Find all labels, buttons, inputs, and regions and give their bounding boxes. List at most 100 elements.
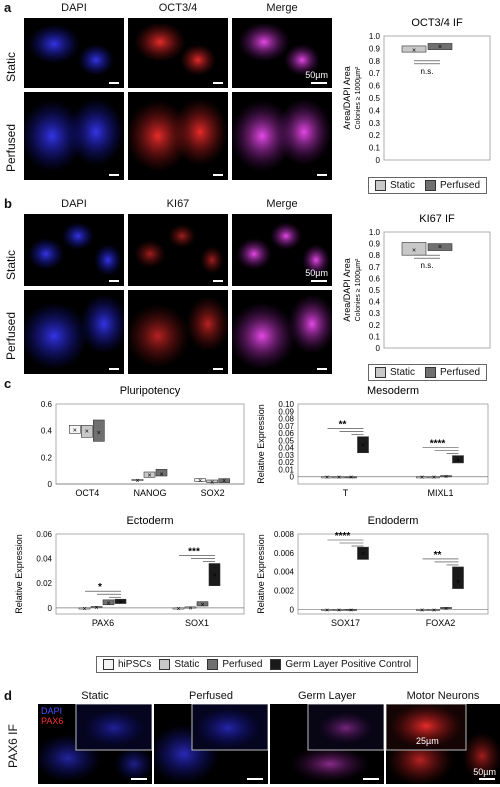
scale-bar: [109, 174, 119, 176]
x-tick-label: NANOG: [133, 488, 166, 498]
micrograph-a-static-merge: 50µm: [232, 18, 332, 88]
mean-marker: ×: [147, 473, 151, 480]
mean-marker: ×: [106, 600, 110, 607]
mean-marker: ×: [412, 247, 416, 254]
mean-marker: ×: [412, 48, 416, 55]
box-static: [184, 606, 197, 609]
mean-marker: ×: [85, 429, 89, 436]
panel-b-col-dapi: DAPI: [61, 198, 87, 210]
channel-label-pax6: PAX6: [41, 716, 64, 726]
y-tick-label: 0.006: [274, 549, 295, 558]
y-tick-label: 0: [48, 480, 53, 489]
y-axis-label: Relative Expression: [14, 534, 24, 614]
chart-title: Pluripotency: [120, 385, 181, 397]
legend-swatch-static: [375, 180, 386, 191]
box-static: [428, 476, 440, 479]
mean-marker: ×: [135, 478, 139, 485]
y-tick-label: 0.05: [278, 436, 294, 445]
box-perfused: [440, 607, 452, 609]
panel-b-col-merge: Merge: [266, 198, 298, 210]
significance-stars: ****: [430, 439, 446, 450]
x-tick-label: PAX6: [92, 618, 114, 628]
scale-bar: [213, 174, 223, 176]
box-perfused: [345, 608, 357, 611]
panel-d-col-static: Static: [81, 690, 109, 702]
panel-a-col-oct: OCT3/4: [158, 2, 198, 14]
mean-marker: ×: [349, 607, 353, 614]
plot-frame: [297, 533, 489, 615]
panel-a-col-merge: Merge: [266, 2, 298, 14]
legend-swatch-perfused: [425, 180, 437, 191]
y-tick-label: 0.4: [369, 106, 381, 115]
panel-a-letter: a: [4, 0, 12, 15]
mean-marker: ×: [82, 606, 86, 613]
box-perfused: [440, 475, 452, 478]
y-tick-label: 0.002: [274, 586, 295, 595]
box-perfused: [427, 43, 453, 50]
box-germ-layer-positive-control: [452, 455, 464, 464]
mean-marker: ×: [337, 475, 341, 482]
channel-label-dapi: DAPI: [41, 706, 63, 716]
box-static: [143, 471, 156, 478]
significance-label: n.s.: [421, 67, 434, 76]
y-tick-label: 0.9: [369, 240, 381, 249]
box-germ-layer-positive-control: [357, 546, 369, 560]
legend-c: hiPSCs Static Perfused Germ Layer Positi…: [96, 656, 419, 673]
y-tick-label: 0: [376, 344, 381, 353]
box-perfused: [155, 469, 168, 477]
micrograph-a-perfused-dapi: [24, 92, 124, 180]
micrograph-a-perfused-merge: [232, 92, 332, 180]
y-tick-label: 1.0: [369, 228, 381, 237]
scale-bar: [363, 778, 379, 780]
box-perfused: [218, 478, 230, 483]
box-perfused: [196, 601, 209, 607]
y-tick-label: 0.004: [274, 568, 295, 577]
y-tick-label: 0.2: [369, 321, 381, 330]
panel-d-row-label: PAX6 IF: [6, 724, 20, 768]
y-tick-label: 0.02: [36, 579, 52, 588]
plot-frame: [383, 35, 491, 161]
y-tick-label: 0.2: [369, 131, 381, 140]
chart-oct34-if: OCT3/4 IF 0 0.1 0.2 0.3 0.4 0.5 0.6 0.7 0.8 0.9 1.0…: [342, 17, 491, 165]
mean-marker: ×: [456, 579, 460, 586]
scale-bar: [131, 778, 147, 780]
y-tick-label: 0.4: [41, 427, 53, 436]
scale-bar: [479, 778, 495, 780]
mean-marker: ×: [212, 573, 216, 580]
x-tick-label: SOX1: [185, 618, 209, 628]
box-hipscs: [172, 607, 185, 610]
box-static: [81, 425, 93, 438]
x-tick-label: OCT4: [75, 488, 99, 498]
chart-mesoderm: Mesoderm00.010.020.030.040.050.060.070.0…: [256, 385, 489, 498]
micrograph-d-static: DAPI PAX6: [38, 704, 152, 784]
chart-endoderm: Endoderm 0 0.002 0.004 0.006 0.008 Relative Ex…: [256, 515, 489, 628]
box-static: [206, 479, 218, 483]
y-tick-label: 0.1: [369, 144, 381, 153]
micrograph-a-static-dapi: [24, 18, 124, 88]
x-tick-label: FOXA2: [426, 618, 456, 628]
chart-ectoderm: Ectoderm 0 0.02 0.04 0.06 Relative Expression…: [14, 515, 245, 628]
panel-d-col-perfused: Perfused: [188, 690, 234, 702]
legend-label-static: Static: [390, 180, 416, 191]
y-tick-label: 0.1: [369, 332, 381, 341]
mean-marker: ×: [432, 475, 436, 482]
mean-marker: ×: [176, 606, 180, 613]
mean-marker: ×: [349, 475, 353, 482]
box-germ-layer-positive-control: [452, 566, 464, 589]
y-tick-label: 0.06: [278, 429, 294, 438]
legend-a: Static Perfused: [368, 177, 488, 194]
box-hipscs: [194, 478, 206, 482]
micrograph-d-perfused: [154, 704, 268, 784]
y-tick-label: 0.08: [278, 415, 294, 424]
legend-swatch-perfused: [207, 659, 219, 670]
mean-marker: ×: [444, 474, 448, 481]
legend-label-static: Static: [390, 367, 416, 378]
scale-bar: [247, 778, 263, 780]
y-tick-label: 0.01: [278, 465, 294, 474]
micrograph-b-static-merge: 50µm: [232, 214, 332, 286]
box-perfused: [427, 243, 453, 251]
legend-b: Static Perfused: [368, 364, 488, 381]
scale-bar: [213, 368, 223, 370]
box-static: [401, 45, 427, 53]
chart-ki67-if: KI67 IF 0 0.1 0.2 0.3 0.4 0.5 0.6 0.7 0.8 0.9 1.0 Ar…: [342, 213, 491, 353]
